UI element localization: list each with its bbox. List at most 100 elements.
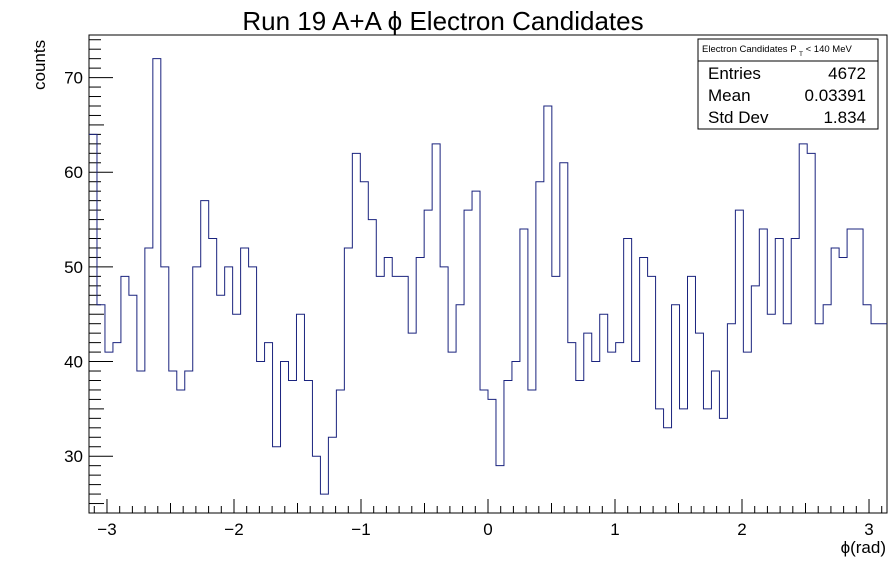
histogram-bin [185,371,193,513]
stats-value-entries: 4672 [828,64,866,83]
histogram-bin [265,343,273,513]
histogram-bin [209,239,217,514]
histogram-bin [456,305,464,513]
histogram-bin [225,267,233,513]
y-tick-label: 30 [64,447,83,466]
y-axis-label: counts [30,40,49,90]
histogram-bin [576,380,584,513]
histogram-bin [249,267,257,513]
x-tick-label: 0 [483,520,492,539]
histogram-bin [289,380,297,513]
histogram-bin [855,229,863,513]
histogram-bin [839,257,847,513]
histogram-bin [145,248,153,513]
histogram-bin [520,229,528,513]
stats-box-frame [697,38,879,130]
histogram-bin [368,220,376,513]
stats-box: Electron Candidates P T < 140 MeV Entrie… [697,38,879,130]
histogram-bin [823,305,831,513]
y-tick-label: 40 [64,353,83,372]
histogram-bin [759,229,767,513]
histogram-bin [257,362,265,513]
stats-value-stddev: 1.834 [823,108,866,127]
histogram-bin [161,267,169,513]
histogram-bin [504,380,512,513]
histogram-bin [328,437,336,513]
x-axis-label: ϕ(rad) [841,538,886,557]
histogram-bin [400,276,408,513]
histogram-bin [416,257,424,513]
histogram-bin [89,134,97,513]
histogram-bin [632,362,640,513]
histogram-bin [217,295,225,513]
histogram-bin [608,352,616,513]
histogram-bin [480,390,488,513]
histogram-bin [703,409,711,513]
y-tick-label: 50 [64,258,83,277]
histogram-bin [592,362,600,513]
histogram-bin [799,144,807,513]
histogram-bin [656,409,664,513]
histogram-bin [719,418,727,513]
histogram-bin [376,276,384,513]
histogram-bin [177,390,185,513]
histogram-bin [879,324,887,513]
x-tick-label: −2 [224,520,243,539]
chart-title: Run 19 A+A ϕ Electron Candidates [242,6,643,36]
histogram-bin [767,314,775,513]
histogram-bin [432,144,440,513]
histogram-bin [424,210,432,513]
histogram-bin [201,201,209,513]
histogram-bin [512,362,520,513]
histogram-bin [392,276,400,513]
histogram-bin [121,276,129,513]
x-tick-label: −3 [97,520,116,539]
histogram-bin [680,409,688,513]
histogram-bin [296,314,304,513]
x-tick-label: 3 [864,520,873,539]
x-axis: −3 −2 −1 0 1 2 3 [93,499,883,539]
histogram-bin [352,153,360,513]
histogram-bin [695,333,703,513]
stats-value-mean: 0.03391 [805,86,866,105]
svg-text:counts: counts [30,40,49,90]
histogram-line [89,58,887,495]
histogram-bin [97,305,105,513]
histogram-bin [241,248,249,513]
stats-label-stddev: Std Dev [708,108,769,127]
histogram-bin [584,333,592,513]
histogram-bin [536,182,544,513]
histogram-bin [233,314,241,513]
histogram-bin [488,399,496,513]
histogram-bin [113,343,121,513]
histogram-bin [600,314,608,513]
histogram-bin [464,210,472,513]
histogram-bin [408,333,416,513]
histogram-bin [775,239,783,514]
histogram-bin [871,324,879,513]
histogram-bin [129,295,137,513]
histogram-bin [568,343,576,513]
histogram-bin [640,257,648,513]
histogram-bin [105,352,113,513]
histogram-bin [711,371,719,513]
x-tick-label: 2 [737,520,746,539]
stats-title: Electron Candidates P T < 140 MeV [702,44,852,59]
histogram-bin [544,106,552,513]
histogram-bin [273,447,281,513]
histogram-bin [344,248,352,513]
histogram-bin [664,428,672,513]
stats-title-rest: < 140 MeV [806,44,853,55]
histogram-bin [783,324,791,513]
histogram-bin [560,163,568,513]
histogram-bin [496,466,504,513]
histogram-bin [727,324,735,513]
histogram-bin [169,371,177,513]
histogram-bin [193,267,201,513]
histogram-bin [672,305,680,513]
histogram-bin [863,305,871,513]
histogram-bin [281,362,289,513]
histogram-bin [320,494,328,513]
histogram-bin [384,257,392,513]
